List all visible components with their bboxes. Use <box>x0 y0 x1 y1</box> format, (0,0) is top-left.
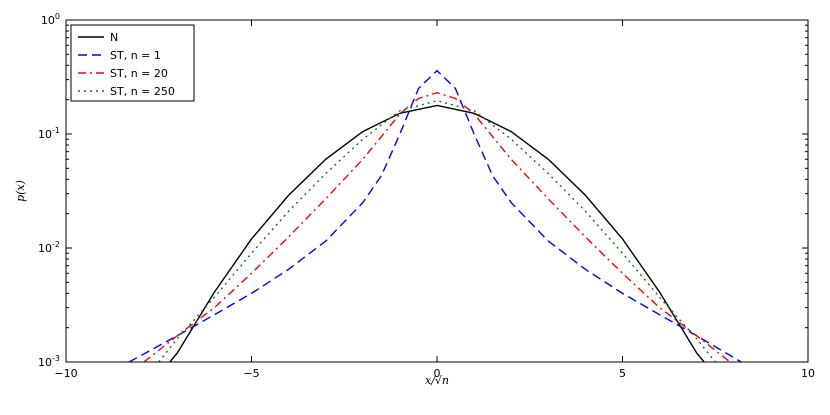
legend-label-3: ST, n = 250 <box>110 85 175 98</box>
y-axis-label: p(x) <box>14 180 27 202</box>
legend-label-2: ST, n = 20 <box>110 67 168 80</box>
y-tick-label: 10-2 <box>38 240 60 255</box>
x-tick-label: 5 <box>619 367 626 380</box>
series-line-0 <box>169 104 705 362</box>
x-tick-label: −5 <box>243 367 259 380</box>
y-tick-label: 100 <box>41 12 60 27</box>
legend-label-1: ST, n = 1 <box>110 49 161 62</box>
x-tick-label: 10 <box>801 367 815 380</box>
ticks-layer: −10 −5 0 5 10 100 10-1 10-2 10-3 <box>38 12 815 380</box>
x-tick-label: −10 <box>54 367 77 380</box>
y-tick-label: 10-1 <box>38 126 60 141</box>
x-axis-label: x/√n <box>425 374 449 387</box>
x-tick-label: 0 <box>434 367 441 380</box>
series-line-2 <box>143 92 731 362</box>
series-line-1 <box>128 69 742 362</box>
y-tick-label: 10-3 <box>38 354 60 369</box>
series-layer <box>128 69 742 362</box>
legend: N ST, n = 1 ST, n = 20 ST, n = 250 <box>70 24 195 102</box>
legend-label-0: N <box>110 31 118 44</box>
